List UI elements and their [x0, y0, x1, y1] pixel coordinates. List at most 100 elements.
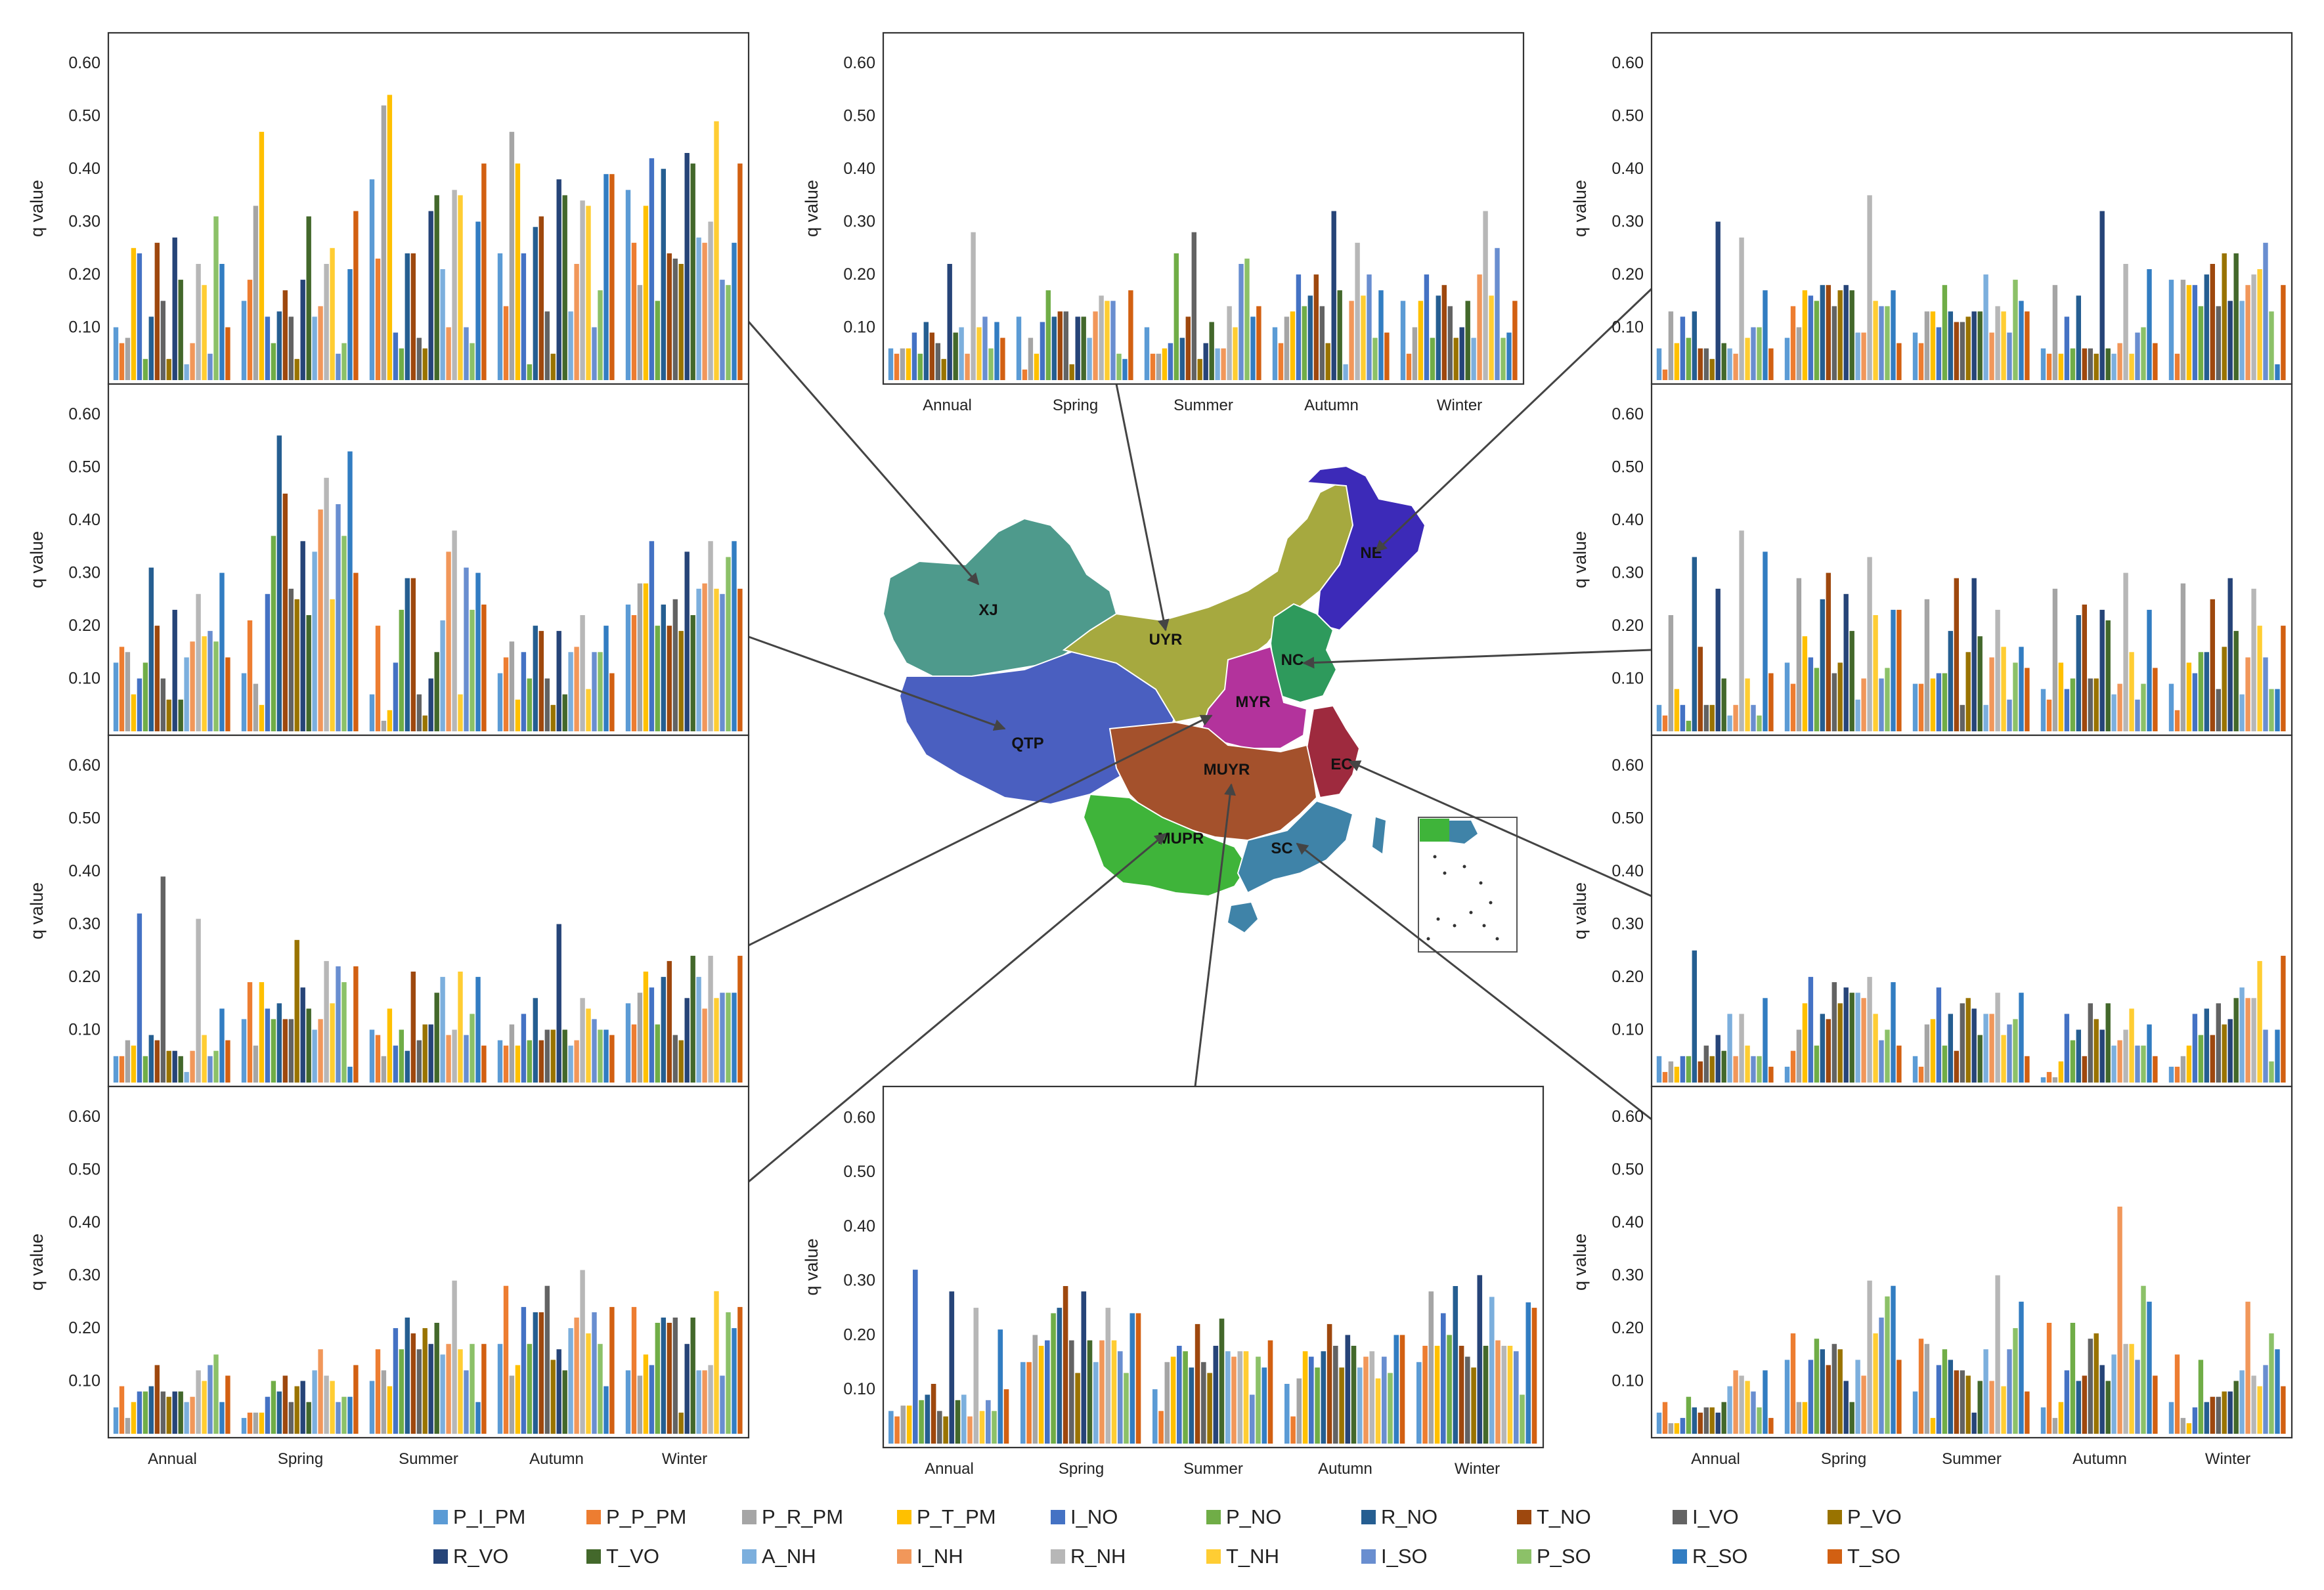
bar-r-vo	[2227, 1019, 2233, 1083]
bar-p-p-pm	[1290, 1416, 1296, 1444]
bar-p-so	[341, 343, 347, 380]
bar-p-i-pm	[497, 673, 503, 731]
bar-r-nh	[708, 955, 713, 1083]
bar-r-nh	[1369, 1351, 1375, 1444]
bar-p-i-pm	[241, 301, 247, 380]
bar-p-t-pm	[1170, 1356, 1176, 1444]
bar-p-i-pm	[241, 673, 247, 731]
bar-p-i-pm	[369, 694, 375, 731]
bar-r-vo	[949, 1291, 955, 1444]
bar-r-no	[2076, 295, 2081, 380]
bar-t-vo	[1849, 993, 1854, 1083]
map-region-ec	[1305, 704, 1361, 799]
bar-p-vo	[1837, 1349, 1843, 1434]
bar-a-nh	[1983, 1349, 1988, 1434]
bar-p-i-pm	[497, 1344, 503, 1434]
y-tick-label: 0.20	[843, 1325, 875, 1344]
bar-r-vo	[1075, 316, 1080, 380]
bar-i-so	[2263, 242, 2268, 380]
bar-r-so	[219, 1402, 225, 1434]
bar-r-vo	[1843, 1381, 1849, 1434]
bar-t-so	[1768, 1066, 1774, 1083]
y-tick-label: 0.20	[68, 265, 100, 284]
bar-t-no	[282, 290, 288, 380]
bar-p-r-pm	[2180, 1056, 2186, 1083]
y-tick-label: 0.50	[1611, 458, 1644, 477]
legend-label: T_VO	[606, 1545, 659, 1568]
bar-p-r-pm	[1668, 311, 1674, 380]
bar-t-so	[737, 955, 743, 1083]
map-region-sc	[1237, 800, 1354, 894]
y-tick-label: 0.10	[1611, 1021, 1644, 1039]
bar-i-nh	[2117, 1040, 2122, 1083]
inset-island-dot	[1436, 917, 1440, 921]
bar-p-i-pm	[369, 1029, 375, 1083]
bar-r-nh	[2123, 1344, 2128, 1434]
bar-t-no	[931, 1384, 936, 1444]
bar-i-vo	[1831, 673, 1837, 731]
bar-p-t-pm	[643, 583, 649, 731]
y-tick-label: 0.40	[843, 1217, 875, 1235]
bar-t-nh	[714, 998, 719, 1083]
bar-p-p-pm	[119, 1056, 125, 1083]
bar-p-vo	[1471, 1367, 1476, 1444]
bar-i-vo	[288, 1019, 294, 1083]
y-tick-label: 0.30	[843, 213, 875, 231]
bar-r-so	[1261, 1367, 1267, 1444]
bar-r-vo	[1971, 578, 1977, 731]
bar-r-no	[405, 1318, 410, 1434]
bar-t-no	[1057, 311, 1063, 380]
legend-swatch	[1361, 1510, 1376, 1524]
bar-r-nh	[2123, 572, 2128, 731]
map-island-taiwan	[1372, 817, 1386, 853]
bar-t-no	[2210, 599, 2215, 731]
bar-p-no	[2198, 1360, 2204, 1434]
y-tick-label: 0.20	[1611, 616, 1644, 635]
bar-t-no	[154, 242, 160, 380]
bar-t-vo	[2105, 1381, 2111, 1434]
legend-item-t-no: T_NO	[1517, 1505, 1591, 1528]
bar-p-no	[919, 1400, 924, 1444]
bar-i-so	[2263, 1029, 2268, 1083]
bar-r-nh	[580, 615, 585, 731]
bar-r-so	[2275, 1029, 2280, 1083]
bar-p-p-pm	[631, 615, 637, 731]
bar-r-vo	[428, 1344, 433, 1434]
bar-r-nh	[1355, 242, 1360, 380]
arrow-to-muyr	[1194, 783, 1237, 1087]
bar-p-no	[527, 364, 532, 380]
bar-p-vo	[550, 1360, 556, 1434]
bar-p-t-pm	[1418, 301, 1424, 380]
bar-p-i-pm	[2168, 683, 2174, 731]
bar-p-i-pm	[625, 190, 631, 380]
bar-t-vo	[1209, 322, 1214, 380]
bar-p-r-pm	[1428, 1291, 1434, 1444]
category-label: Annual	[925, 1460, 974, 1478]
inset-island-dot	[1479, 881, 1483, 885]
bar-p-p-pm	[247, 982, 253, 1083]
bar-a-nh	[696, 977, 701, 1083]
bar-p-i-pm	[625, 1003, 631, 1083]
bar-t-no	[1185, 316, 1191, 380]
bar-r-no	[1321, 1351, 1326, 1444]
bar-t-nh	[330, 599, 335, 731]
bar-t-nh	[586, 1333, 591, 1434]
bar-i-no	[649, 987, 655, 1083]
bar-a-nh	[2111, 353, 2116, 380]
bar-t-so	[2025, 1391, 2030, 1434]
bar-p-r-pm	[1924, 1344, 1930, 1434]
bar-i-vo	[544, 1029, 550, 1083]
bar-i-nh	[574, 647, 579, 731]
bar-t-so	[481, 1045, 487, 1083]
bar-p-r-pm	[125, 1040, 131, 1083]
bar-p-so	[2141, 683, 2146, 731]
bar-p-p-pm	[1662, 369, 1668, 380]
bar-t-nh	[2129, 353, 2134, 380]
bar-i-so	[1751, 704, 1756, 731]
bar-a-nh	[2111, 1354, 2116, 1434]
bar-p-vo	[2222, 253, 2227, 380]
bar-r-nh	[324, 1375, 329, 1434]
bar-p-vo	[1069, 364, 1074, 380]
bar-a-nh	[184, 1071, 189, 1083]
bar-r-so	[603, 626, 609, 731]
